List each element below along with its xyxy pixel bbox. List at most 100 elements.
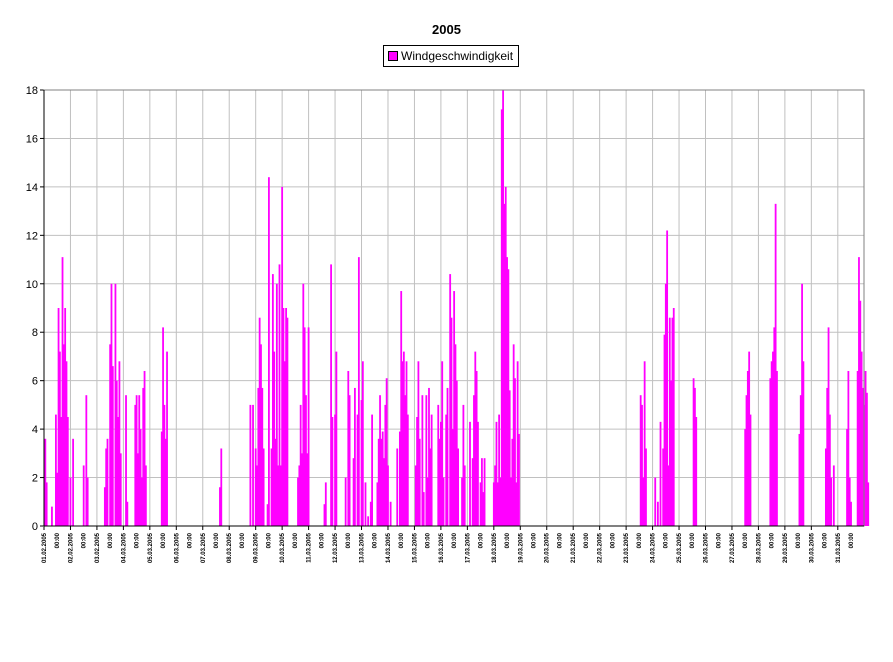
data-bar (474, 351, 477, 526)
data-bar (279, 465, 282, 526)
x-tick-label-time: 00:00 (769, 532, 775, 548)
data-bar (82, 465, 85, 526)
x-tick-label: 24.03.2005 (651, 532, 657, 563)
data-bar (125, 395, 127, 526)
data-bar (111, 366, 114, 526)
x-tick-label: 31.03.2005 (836, 532, 842, 563)
data-bar (477, 421, 479, 526)
data-bar (57, 308, 60, 526)
data-bar (258, 317, 261, 526)
data-bar (361, 361, 364, 526)
data-bar (639, 395, 642, 526)
x-tick-label: 08.03.2005 (227, 532, 233, 563)
x-tick-label: 04.03.2005 (121, 532, 127, 563)
data-bar (305, 395, 307, 526)
data-bar (254, 448, 257, 526)
data-bar (471, 458, 474, 526)
data-bar (334, 414, 336, 526)
data-bar (670, 380, 673, 526)
data-bar (462, 404, 465, 526)
data-bar (323, 504, 326, 526)
data-bar (862, 387, 864, 526)
data-bar (457, 448, 459, 526)
data-bar (144, 465, 147, 526)
data-bar (430, 414, 433, 526)
data-bar (692, 378, 695, 526)
data-bar (482, 492, 485, 526)
data-bar (379, 395, 381, 526)
data-bar (773, 327, 776, 526)
data-bar (859, 300, 862, 526)
data-bar (385, 378, 388, 526)
data-bar (492, 482, 495, 526)
data-bar (85, 395, 88, 526)
data-bar (445, 414, 448, 526)
data-bar (664, 283, 667, 526)
x-tick-label: 13.03.2005 (360, 532, 366, 563)
x-tick-label: 17.03.2005 (465, 532, 471, 563)
data-bar (164, 438, 167, 526)
x-tick-label-time: 00:00 (373, 532, 379, 548)
data-bar (426, 477, 429, 526)
data-bar (694, 387, 696, 526)
data-bar (60, 417, 63, 526)
data-bar (109, 344, 112, 526)
data-bar (402, 351, 405, 526)
data-bar (273, 351, 276, 526)
data-bar (51, 506, 53, 526)
data-bar (461, 477, 463, 526)
data-bar (114, 283, 117, 526)
data-bar (695, 417, 698, 526)
x-tick-label-time: 00:00 (849, 532, 855, 548)
data-bar (645, 448, 647, 526)
data-bar (422, 492, 425, 526)
x-tick-label-time: 00:00 (161, 532, 167, 548)
data-bar (827, 327, 830, 526)
data-bar (331, 417, 334, 526)
data-bar (354, 387, 356, 526)
data-bar (506, 257, 508, 526)
data-bar (746, 370, 749, 526)
data-bar (105, 448, 108, 526)
y-tick-label: 14 (26, 182, 38, 194)
data-bar (282, 308, 285, 526)
data-bar (405, 361, 408, 526)
data-bar (283, 361, 286, 526)
data-bar (356, 414, 359, 526)
data-bar (396, 448, 399, 526)
data-bar (826, 387, 829, 526)
data-bar (479, 482, 482, 526)
data-bar (848, 477, 851, 526)
x-tick-label: 25.03.2005 (677, 532, 683, 563)
x-tick-label-time: 00:00 (240, 532, 246, 548)
data-bar (268, 177, 270, 526)
data-bar (847, 370, 850, 526)
x-tick-label: 05.03.2005 (148, 532, 154, 563)
data-bar (744, 429, 747, 526)
y-tick-label: 4 (32, 424, 38, 436)
data-bar (824, 448, 827, 526)
data-bar (307, 327, 310, 526)
x-tick-label-time: 00:00 (267, 532, 273, 548)
x-tick-label: 15.03.2005 (412, 532, 418, 563)
y-tick-label: 0 (32, 521, 38, 533)
data-bar (500, 109, 503, 526)
x-tick-label-time: 00:00 (399, 532, 405, 548)
x-tick-label: 30.03.2005 (809, 532, 815, 563)
x-tick-label: 11.03.2005 (307, 532, 313, 562)
data-bar (261, 387, 264, 526)
data-bar (774, 203, 777, 526)
data-bar (143, 370, 146, 526)
data-bar (126, 501, 129, 526)
data-bar (473, 395, 475, 526)
data-bar (162, 327, 164, 526)
data-bar (344, 477, 347, 526)
x-tick-label-time: 00:00 (717, 532, 723, 548)
data-bar (643, 361, 646, 526)
data-bar (672, 308, 675, 526)
data-bar (442, 477, 445, 526)
data-bar (414, 465, 417, 526)
x-tick-label: 01.02.2005 (42, 532, 48, 563)
data-bar (376, 482, 379, 526)
data-bar (335, 351, 338, 526)
